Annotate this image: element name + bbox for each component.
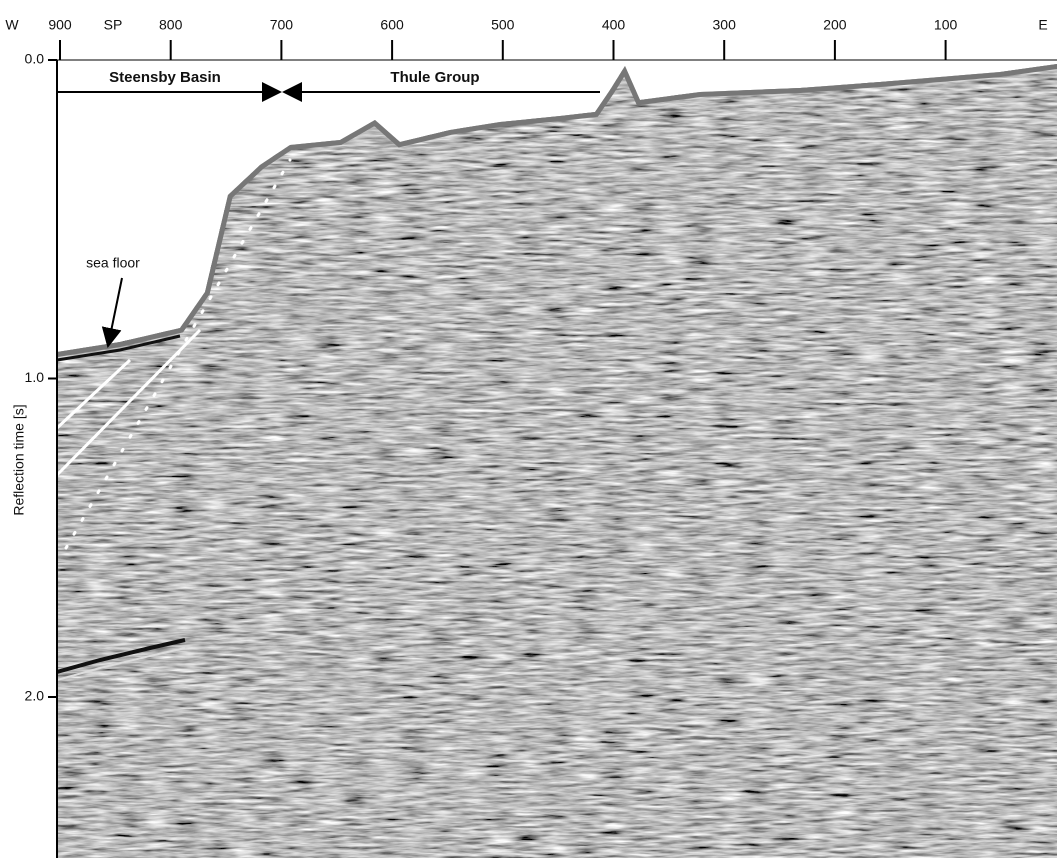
left-tick-label: 1.0	[25, 369, 45, 385]
top-tick-label: 600	[380, 17, 404, 33]
west-label: W	[5, 17, 19, 33]
top-tick-label: 700	[270, 17, 294, 33]
steensby-label: Steensby Basin	[109, 69, 221, 86]
thule-label: Thule Group	[390, 69, 479, 86]
sp-label: SP	[104, 17, 123, 33]
sea-floor-label: sea floor	[86, 255, 140, 271]
top-tick-label: 400	[602, 17, 626, 33]
east-label: E	[1038, 17, 1047, 33]
seismic-image	[57, 64, 1057, 858]
y-axis-title: Reflection time [s]	[11, 404, 27, 515]
left-tick-label: 0.0	[25, 51, 45, 67]
top-tick-label: 200	[823, 17, 847, 33]
top-tick-label: 100	[934, 17, 958, 33]
top-tick-label: 300	[713, 17, 737, 33]
top-tick-label: 800	[159, 17, 183, 33]
sea-floor-arrow	[101, 277, 123, 348]
top-tick-label: 900	[48, 17, 72, 33]
left-tick-label: 2.0	[25, 688, 45, 704]
interpretation-lines	[55, 158, 292, 550]
top-tick-label: 500	[491, 17, 515, 33]
